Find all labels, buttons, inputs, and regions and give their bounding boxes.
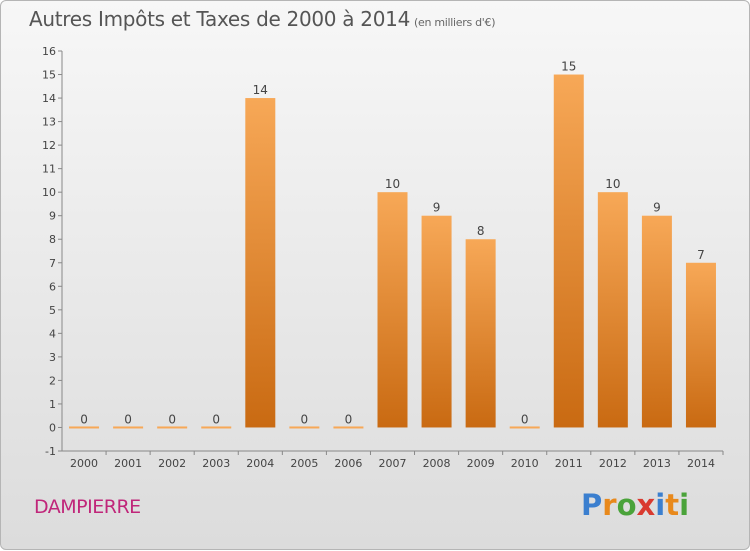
x-tick-label: 2000 xyxy=(70,457,98,470)
y-tick-label: 16 xyxy=(42,45,56,58)
bar xyxy=(69,426,100,429)
y-tick-label: 7 xyxy=(49,257,56,270)
data-label: 9 xyxy=(433,201,441,215)
data-label: 8 xyxy=(477,224,485,238)
bars xyxy=(69,74,716,429)
y-tick-label: 0 xyxy=(49,421,56,434)
bar xyxy=(289,426,320,429)
logo-letter: t xyxy=(665,488,680,522)
chart-title: Autres Impôts et Taxes de 2000 à 2014 (en… xyxy=(29,7,495,31)
logo-letter: x xyxy=(636,488,656,522)
data-label: 0 xyxy=(301,412,309,426)
bar xyxy=(113,426,144,429)
data-label: 0 xyxy=(124,412,132,426)
logo-letter: r xyxy=(602,488,617,522)
y-tick-label: 11 xyxy=(42,163,56,176)
y-tick-label: 3 xyxy=(49,351,56,364)
y-tick-label: 1 xyxy=(49,398,56,411)
data-label: 14 xyxy=(253,83,268,97)
bar xyxy=(641,215,672,428)
y-tick-label: 12 xyxy=(42,139,56,152)
bar xyxy=(157,426,188,429)
data-label: 10 xyxy=(605,177,620,191)
x-tick-label: 2004 xyxy=(246,457,274,470)
y-tick-label: -1 xyxy=(45,445,56,458)
data-label: 10 xyxy=(385,177,400,191)
logo-letter: P xyxy=(581,488,603,522)
bar xyxy=(685,262,716,428)
y-tick-label: 6 xyxy=(49,280,56,293)
y-tick-label: 10 xyxy=(42,186,56,199)
bar xyxy=(333,426,364,429)
bar xyxy=(465,239,496,428)
bar xyxy=(245,98,276,428)
y-tick-label: 2 xyxy=(49,374,56,387)
data-label: 0 xyxy=(212,412,220,426)
x-tick-label: 2013 xyxy=(643,457,671,470)
data-label: 15 xyxy=(561,60,576,74)
logo-letter: i xyxy=(655,488,666,522)
y-tick-label: 8 xyxy=(49,233,56,246)
x-tick-label: 2014 xyxy=(687,457,715,470)
bar xyxy=(553,74,584,428)
bar xyxy=(597,192,628,428)
y-tick-label: 15 xyxy=(42,69,56,82)
logo-letter: o xyxy=(616,488,637,522)
x-tick-label: 2008 xyxy=(423,457,451,470)
chart-subtitle: (en milliers d'€) xyxy=(414,16,496,29)
data-label: 0 xyxy=(521,412,529,426)
bar xyxy=(421,215,452,428)
x-tick-label: 2006 xyxy=(334,457,362,470)
y-tick-label: 4 xyxy=(49,327,56,340)
data-label: 0 xyxy=(80,412,88,426)
x-tick-label: 2003 xyxy=(202,457,230,470)
x-tick-label: 2009 xyxy=(467,457,495,470)
data-label: 0 xyxy=(345,412,353,426)
x-tick-label: 2005 xyxy=(290,457,318,470)
proxiti-logo: Proxiti xyxy=(581,488,689,522)
x-tick-label: 2010 xyxy=(511,457,539,470)
x-tick-label: 2002 xyxy=(158,457,186,470)
data-labels: 0 0 0 0 14 0 0 10 9 8 0 15 10 9 7 xyxy=(80,60,705,427)
logo-letter: i xyxy=(679,488,690,522)
x-tick-label: 2012 xyxy=(599,457,627,470)
bar xyxy=(377,192,408,428)
x-tick-label: 2011 xyxy=(555,457,583,470)
y-tick-label: 9 xyxy=(49,210,56,223)
x-tick-label: 2001 xyxy=(114,457,142,470)
bar xyxy=(509,426,540,429)
y-tick-label: 13 xyxy=(42,116,56,129)
town-name: DAMPIERRE xyxy=(34,496,141,518)
y-tick-label: 14 xyxy=(42,92,56,105)
data-label: 7 xyxy=(697,248,705,262)
data-label: 0 xyxy=(168,412,176,426)
data-label: 9 xyxy=(653,201,661,215)
x-tick-label: 2007 xyxy=(379,457,407,470)
chart-title-text: Autres Impôts et Taxes de 2000 à 2014 xyxy=(29,7,410,31)
bar xyxy=(201,426,232,429)
y-tick-label: 5 xyxy=(49,304,56,317)
